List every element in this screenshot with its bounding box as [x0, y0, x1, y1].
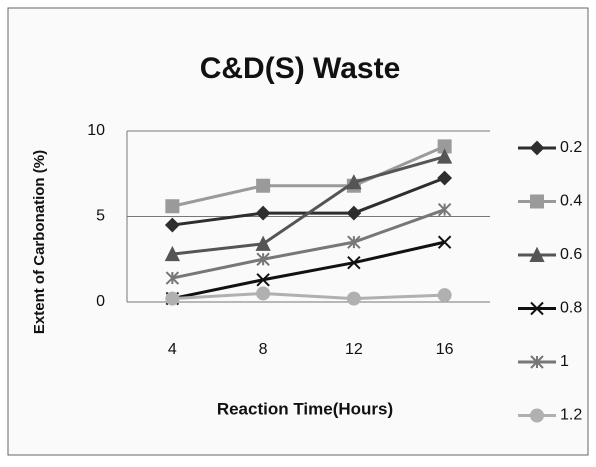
- marker: [530, 408, 544, 423]
- marker: [346, 291, 361, 306]
- legend-label: 0.8: [560, 300, 582, 317]
- marker: [530, 194, 544, 209]
- marker: [437, 202, 452, 217]
- marker: [347, 235, 361, 249]
- marker: [255, 205, 271, 221]
- legend-label: 1.2: [560, 407, 582, 424]
- legend-label: 1: [560, 353, 569, 370]
- legend-label: 0.4: [560, 193, 582, 210]
- x-tick-label: 8: [259, 341, 268, 358]
- marker: [530, 355, 544, 369]
- marker: [346, 205, 362, 221]
- marker: [437, 288, 452, 303]
- y-tick-label: 5: [96, 208, 105, 225]
- marker: [165, 271, 180, 285]
- y-axis-label: Extent of Carbonation (%): [31, 150, 48, 334]
- marker: [530, 301, 544, 316]
- marker: [256, 273, 270, 287]
- x-tick-label: 12: [345, 341, 363, 358]
- series-line: [172, 145, 446, 208]
- y-tick-label: 10: [87, 122, 105, 139]
- marker: [529, 246, 545, 262]
- marker: [164, 245, 180, 262]
- marker: [347, 255, 361, 270]
- marker: [256, 286, 271, 301]
- chart-title: C&D(S) Waste: [200, 52, 401, 85]
- series-line: [172, 240, 445, 301]
- y-tick-label: 0: [96, 293, 105, 310]
- series-line: [172, 155, 446, 256]
- marker: [256, 178, 271, 193]
- marker: [437, 235, 452, 249]
- marker: [165, 199, 180, 214]
- marker: [256, 252, 270, 266]
- marker: [164, 217, 180, 233]
- x-tick-label: 16: [436, 341, 454, 358]
- marker: [437, 148, 453, 164]
- series-line: [172, 291, 445, 301]
- x-tick-label: 4: [168, 341, 177, 358]
- chart-frame: [7, 7, 589, 456]
- x-axis-label: Reaction Time(Hours): [217, 399, 393, 418]
- marker: [255, 235, 271, 251]
- marker: [165, 291, 180, 306]
- legend-label: 0.6: [560, 246, 582, 263]
- marker: [437, 170, 453, 186]
- series-line: [172, 208, 446, 280]
- marker: [346, 174, 362, 190]
- legend-label: 0.2: [560, 139, 582, 156]
- marker: [529, 140, 545, 156]
